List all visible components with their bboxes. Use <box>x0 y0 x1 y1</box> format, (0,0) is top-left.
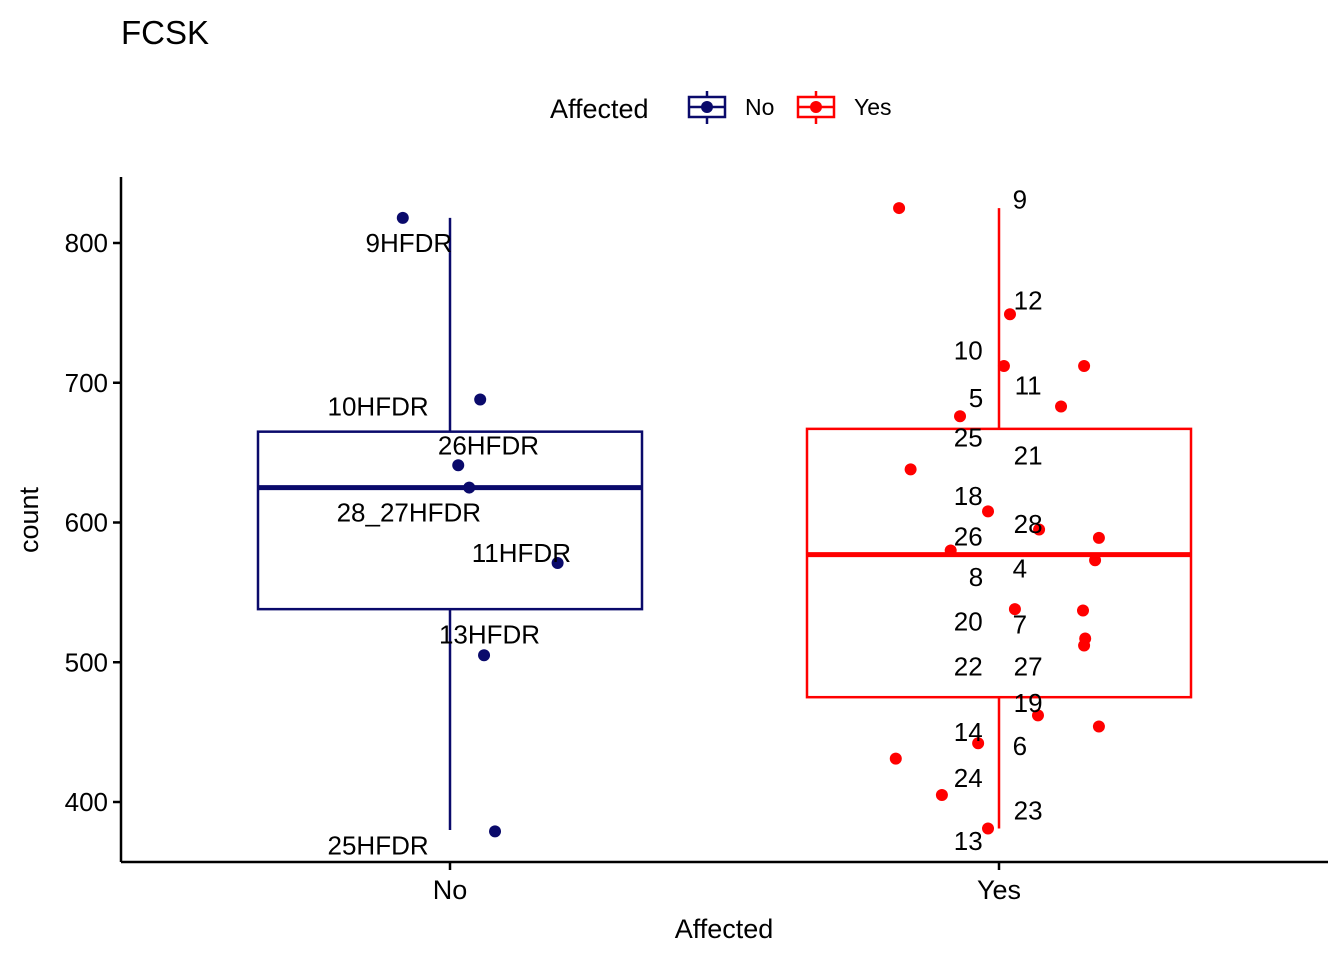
data-point <box>889 752 902 765</box>
data-point <box>935 789 948 802</box>
data-point <box>954 410 967 423</box>
point-label: 8 <box>969 562 983 592</box>
box-layer <box>256 208 1193 830</box>
point-label: 22 <box>954 651 983 681</box>
point-label: 10 <box>954 336 983 366</box>
y-axis-title: count <box>14 486 44 553</box>
legend-entry-yes: Yes <box>796 91 892 124</box>
legend-entry-no: No <box>687 91 774 124</box>
point-label: 24 <box>954 763 983 793</box>
point-label: 10HFDR <box>328 392 429 422</box>
data-point <box>982 505 995 518</box>
data-point <box>1089 554 1102 567</box>
y-tick-label: 400 <box>65 787 108 817</box>
data-point <box>489 825 502 838</box>
point-label: 28 <box>1014 509 1043 539</box>
point-label: 18 <box>954 481 983 511</box>
data-point <box>474 393 487 406</box>
point-label: 28_27HFDR <box>337 498 482 528</box>
data-point <box>551 557 564 570</box>
box-no <box>256 217 644 830</box>
data-point <box>1031 709 1044 722</box>
point-label: 26HFDR <box>438 431 539 461</box>
point-label: 25HFDR <box>328 830 429 860</box>
data-point <box>1003 308 1016 321</box>
data-point <box>997 359 1010 372</box>
point-label: 25 <box>954 422 983 452</box>
data-point <box>1055 400 1068 413</box>
point-label-layer: 9HFDR 10HFDR 26HFDR 28_27HFDR 11HFDR 13HFDR 25… <box>328 185 1043 861</box>
point-label: 9 <box>1013 185 1027 215</box>
point-label: 13 <box>954 826 983 856</box>
point-label: 5 <box>969 383 983 413</box>
point-label: 13HFDR <box>439 619 540 649</box>
data-point <box>1008 603 1021 616</box>
data-point <box>1078 639 1091 652</box>
chart-title: FCSK <box>121 14 209 51</box>
point-layer <box>396 202 1105 838</box>
point-label: 6 <box>1013 731 1027 761</box>
box-yes <box>805 208 1193 829</box>
data-point <box>972 737 985 750</box>
point-label: 4 <box>1013 554 1027 584</box>
point-label: 9HFDR <box>365 228 452 258</box>
point-label: 19 <box>1014 688 1043 718</box>
x-tick-label: Yes <box>977 875 1021 905</box>
box-rect <box>256 430 644 611</box>
legend-key-point <box>810 101 822 113</box>
point-label: 11 <box>1015 371 1042 401</box>
data-point <box>1092 720 1105 733</box>
y-tick-label: 600 <box>65 508 108 538</box>
data-point <box>1078 359 1091 372</box>
y-axis: 400 500 600 700 800 <box>65 177 123 862</box>
x-tick-label: No <box>433 875 468 905</box>
data-point <box>1092 531 1105 544</box>
point-label: 27 <box>1014 651 1043 681</box>
x-axis-title: Affected <box>675 914 774 944</box>
point-label: 14 <box>954 717 983 747</box>
data-point <box>452 459 465 472</box>
legend-label: Yes <box>854 94 892 120</box>
point-label: 12 <box>1014 285 1043 315</box>
legend-label: No <box>745 94 774 120</box>
data-point <box>944 544 957 557</box>
y-tick-label: 800 <box>65 228 108 258</box>
legend-key-point <box>701 101 713 113</box>
y-tick-label: 700 <box>65 368 108 398</box>
x-axis: No Yes <box>121 860 1328 905</box>
data-point <box>1033 523 1046 536</box>
box-rect <box>805 427 1193 699</box>
point-label: 21 <box>1014 440 1043 470</box>
legend-title: Affected <box>550 94 649 124</box>
point-label: 23 <box>1014 795 1043 825</box>
data-point <box>463 481 476 494</box>
data-point <box>904 463 917 476</box>
point-label: 20 <box>954 607 983 637</box>
point-label: 26 <box>954 521 983 551</box>
legend: Affected No Yes <box>550 91 892 124</box>
data-point <box>396 211 409 224</box>
point-label: 11HFDR <box>472 538 571 568</box>
data-point <box>478 649 491 662</box>
data-point <box>893 202 906 215</box>
data-point <box>982 822 995 835</box>
data-point <box>1076 604 1089 617</box>
y-tick-label: 500 <box>65 647 108 677</box>
point-label: 7 <box>1013 610 1027 640</box>
